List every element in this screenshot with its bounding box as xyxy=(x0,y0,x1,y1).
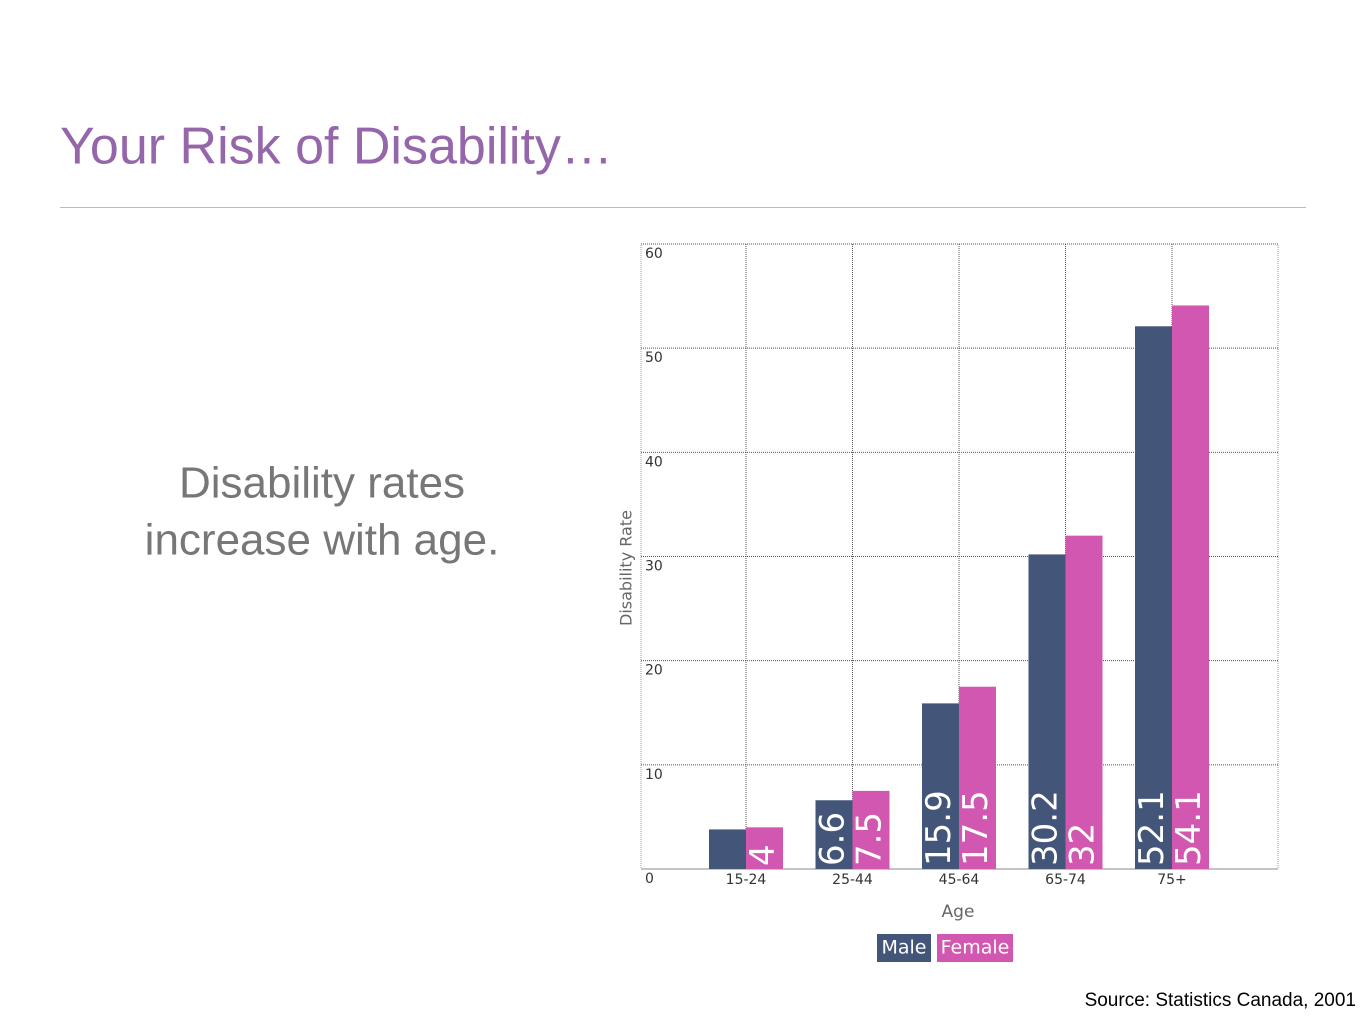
x-axis-title: Age xyxy=(942,902,975,922)
legend-swatch xyxy=(877,934,931,962)
legend-label: Male xyxy=(881,937,926,959)
legend-swatch xyxy=(937,934,1013,962)
data-label: 52.1 xyxy=(1132,790,1172,866)
bar xyxy=(959,686,996,869)
source-note: Source: Statistics Canada, 2001 xyxy=(1085,990,1356,1011)
data-label: 32 xyxy=(1063,823,1103,866)
data-label: 15.9 xyxy=(919,790,959,866)
bar xyxy=(1028,554,1066,869)
y-axis-title: Disability Rate xyxy=(617,510,636,626)
y-tick-label: 60 xyxy=(645,246,663,262)
legend-label: Female xyxy=(941,937,1010,959)
y-tick-label: 10 xyxy=(645,767,663,783)
chart: 0 10 20 30 40 50 60 15-24 25-44 45-64 65-74 75+ 6.6 1… xyxy=(617,243,1279,962)
bar xyxy=(1172,305,1209,869)
x-tick-label: 25-44 xyxy=(832,872,873,888)
bar xyxy=(922,703,959,869)
data-label: 30.2 xyxy=(1026,790,1066,866)
bar xyxy=(709,829,746,869)
y-tick-label: 50 xyxy=(645,350,663,366)
x-tick-label: 65-74 xyxy=(1045,872,1086,888)
data-label: 6.6 xyxy=(813,812,853,866)
bar xyxy=(1065,535,1103,869)
y-tick-label: 0 xyxy=(645,871,654,887)
bar xyxy=(746,827,783,869)
data-label: 17.5 xyxy=(956,790,996,866)
bar xyxy=(852,790,890,869)
y-tick-label: 20 xyxy=(645,663,663,679)
y-tick-label: 40 xyxy=(645,454,663,470)
data-label: 7.5 xyxy=(850,812,890,866)
x-tick-label: 45-64 xyxy=(939,872,980,888)
data-label: 4 xyxy=(743,844,783,866)
bar xyxy=(1135,326,1172,870)
x-tick-label: 75+ xyxy=(1157,872,1187,888)
x-tick-label: 15-24 xyxy=(726,872,767,888)
data-label: 54.1 xyxy=(1169,790,1209,866)
body-text: Disability rates xyxy=(179,459,465,508)
bar xyxy=(815,800,853,869)
body-text: increase with age. xyxy=(145,516,500,565)
slide-title: Your Risk of Disability… xyxy=(60,118,613,176)
y-tick-label: 30 xyxy=(645,559,663,575)
